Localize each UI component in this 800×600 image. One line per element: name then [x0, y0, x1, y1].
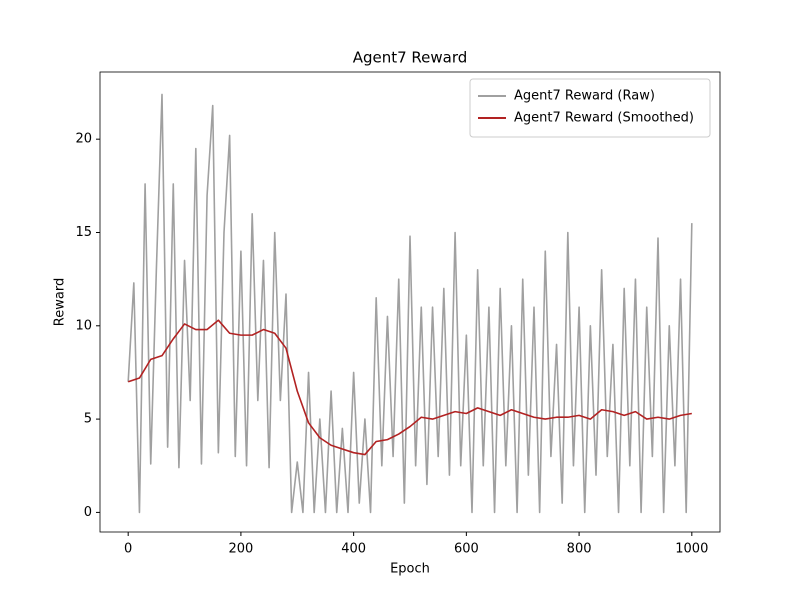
x-axis-label: Epoch	[390, 562, 430, 577]
line-series	[127, 319, 692, 456]
legend-label: Agent7 Reward (Smoothed)	[514, 111, 694, 126]
y-tick-label: 0	[84, 505, 92, 520]
x-tick-label: 1000	[675, 542, 708, 557]
y-axis-label: Reward	[53, 278, 68, 326]
x-tick-label: 800	[567, 542, 592, 557]
plot-frame	[99, 71, 721, 533]
y-tick-label: 5	[84, 412, 92, 427]
x-tick-label: 200	[228, 542, 253, 557]
chart-title: Agent7 Reward	[353, 49, 468, 67]
line-series	[127, 93, 693, 514]
x-tick-label: 600	[454, 542, 479, 557]
y-tick-label: 20	[75, 132, 92, 147]
legend-box	[469, 78, 711, 138]
y-tick-label: 10	[75, 318, 92, 333]
x-tick-label: 0	[124, 542, 132, 557]
x-tick-label: 400	[341, 542, 366, 557]
y-tick-label: 15	[75, 225, 92, 240]
legend-label: Agent7 Reward (Raw)	[514, 89, 655, 104]
